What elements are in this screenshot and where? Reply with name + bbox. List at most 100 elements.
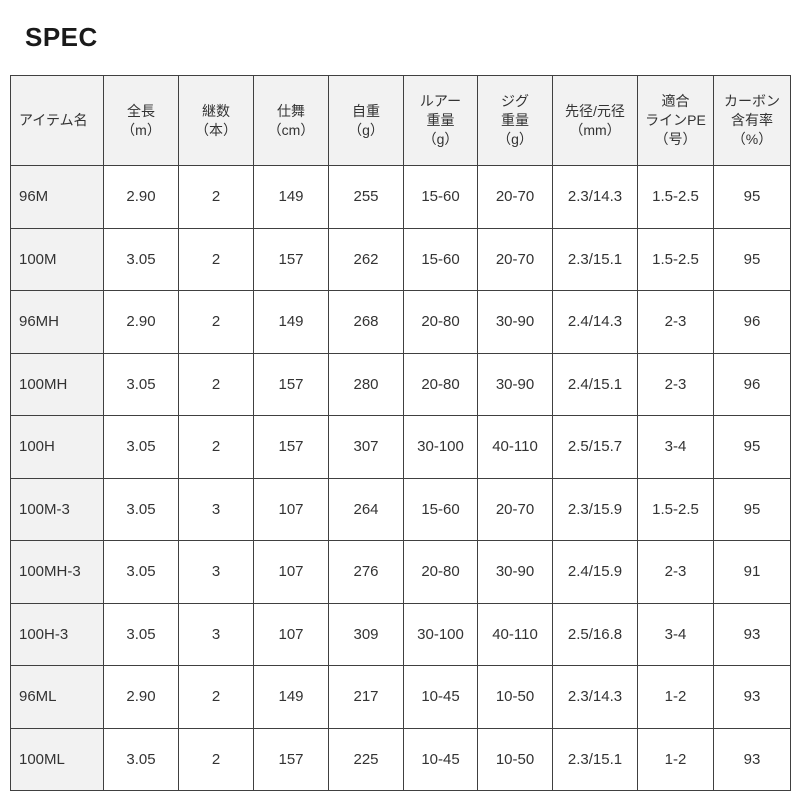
spec-value-cell: 2.4/14.3	[552, 290, 638, 354]
spec-value-cell: 2.90	[103, 665, 179, 729]
spec-value-cell: 2	[178, 727, 254, 791]
spec-value-cell: 268	[328, 290, 404, 354]
spec-value-cell: 15-60	[403, 477, 478, 541]
spec-value-cell: 10-45	[403, 665, 478, 729]
spec-value-cell: 93	[713, 602, 791, 666]
spec-value-cell: 280	[328, 352, 404, 416]
spec-value-cell: 2.90	[103, 290, 179, 354]
spec-value-cell: 96	[713, 352, 791, 416]
spec-value-cell: 10-50	[477, 727, 553, 791]
item-name-cell: 96M	[10, 165, 104, 229]
spec-value-cell: 107	[253, 477, 329, 541]
column-header: 適合 ラインPE （号）	[637, 75, 714, 166]
spec-value-cell: 157	[253, 415, 329, 479]
spec-value-cell: 3.05	[103, 602, 179, 666]
spec-value-cell: 309	[328, 602, 404, 666]
spec-value-cell: 93	[713, 727, 791, 791]
table-row: 100H-3 3.05 3 107 309 30-100 40-110 2.5/16.8 3-4…	[10, 602, 791, 666]
spec-value-cell: 95	[713, 165, 791, 229]
spec-value-cell: 91	[713, 540, 791, 604]
spec-value-cell: 107	[253, 540, 329, 604]
table-row: 96MH 2.90 2 149 268 20-80 30-90 2.4/14.3 2-3 96	[10, 290, 791, 354]
spec-value-cell: 15-60	[403, 165, 478, 229]
spec-value-cell: 307	[328, 415, 404, 479]
item-name-cell: 100M	[10, 227, 104, 291]
table-row: 100ML 3.05 2 157 225 10-45 10-50 2.3/15.1 1-2 93	[10, 727, 791, 791]
spec-value-cell: 95	[713, 477, 791, 541]
spec-value-cell: 2.3/14.3	[552, 165, 638, 229]
spec-value-cell: 96	[713, 290, 791, 354]
spec-value-cell: 95	[713, 227, 791, 291]
spec-value-cell: 149	[253, 665, 329, 729]
column-header: 継数 （本）	[178, 75, 254, 166]
spec-value-cell: 2.3/15.1	[552, 727, 638, 791]
spec-value-cell: 3.05	[103, 227, 179, 291]
table-row: 100M 3.05 2 157 262 15-60 20-70 2.3/15.1 1.5-2.5…	[10, 227, 791, 291]
spec-value-cell: 3	[178, 477, 254, 541]
spec-value-cell: 2.3/15.9	[552, 477, 638, 541]
column-header: 仕舞 （cm）	[253, 75, 329, 166]
spec-value-cell: 10-45	[403, 727, 478, 791]
column-header: ルアー 重量 （g）	[403, 75, 478, 166]
spec-value-cell: 264	[328, 477, 404, 541]
spec-value-cell: 40-110	[477, 415, 553, 479]
column-header: カーボン 含有率 （%）	[713, 75, 791, 166]
spec-table: アイテム名 全長 （m） 継数 （本） 仕舞 （cm） 自重 （g） ルアー 重量 （g）…	[10, 75, 791, 791]
spec-value-cell: 30-90	[477, 352, 553, 416]
spec-table-header: アイテム名 全長 （m） 継数 （本） 仕舞 （cm） 自重 （g） ルアー 重量 （g）…	[10, 75, 791, 166]
spec-value-cell: 2	[178, 227, 254, 291]
table-row: 100MH 3.05 2 157 280 20-80 30-90 2.4/15.1 2-3 96	[10, 352, 791, 416]
spec-value-cell: 3.05	[103, 352, 179, 416]
spec-value-cell: 20-70	[477, 165, 553, 229]
spec-value-cell: 1-2	[637, 727, 714, 791]
header-row: アイテム名 全長 （m） 継数 （本） 仕舞 （cm） 自重 （g） ルアー 重量 （g）…	[10, 75, 791, 166]
spec-value-cell: 2-3	[637, 540, 714, 604]
spec-value-cell: 3	[178, 540, 254, 604]
spec-value-cell: 20-80	[403, 352, 478, 416]
item-name-cell: 100MH-3	[10, 540, 104, 604]
spec-value-cell: 20-80	[403, 290, 478, 354]
item-name-cell: 100H-3	[10, 602, 104, 666]
spec-value-cell: 2-3	[637, 290, 714, 354]
spec-value-cell: 2.5/15.7	[552, 415, 638, 479]
column-header: ジグ 重量 （g）	[477, 75, 553, 166]
item-name-cell: 100M-3	[10, 477, 104, 541]
item-name-cell: 100H	[10, 415, 104, 479]
spec-value-cell: 20-70	[477, 227, 553, 291]
column-header: 自重 （g）	[328, 75, 404, 166]
spec-value-cell: 3.05	[103, 540, 179, 604]
spec-value-cell: 30-90	[477, 290, 553, 354]
spec-value-cell: 3.05	[103, 727, 179, 791]
spec-value-cell: 217	[328, 665, 404, 729]
spec-value-cell: 149	[253, 290, 329, 354]
spec-value-cell: 15-60	[403, 227, 478, 291]
spec-value-cell: 107	[253, 602, 329, 666]
spec-value-cell: 2	[178, 165, 254, 229]
page-title: SPEC	[25, 22, 98, 52]
spec-value-cell: 2	[178, 352, 254, 416]
table-row: 100M-3 3.05 3 107 264 15-60 20-70 2.3/15.9 1.5-2…	[10, 477, 791, 541]
spec-value-cell: 157	[253, 227, 329, 291]
spec-value-cell: 157	[253, 727, 329, 791]
spec-value-cell: 30-100	[403, 602, 478, 666]
spec-table-body: 96M 2.90 2 149 255 15-60 20-70 2.3/14.3 1.5-2.5 9…	[10, 165, 791, 791]
spec-value-cell: 40-110	[477, 602, 553, 666]
spec-value-cell: 255	[328, 165, 404, 229]
table-row: 96M 2.90 2 149 255 15-60 20-70 2.3/14.3 1.5-2.5 9…	[10, 165, 791, 229]
spec-value-cell: 149	[253, 165, 329, 229]
spec-value-cell: 2	[178, 665, 254, 729]
spec-value-cell: 3.05	[103, 415, 179, 479]
spec-value-cell: 20-70	[477, 477, 553, 541]
spec-value-cell: 2	[178, 415, 254, 479]
item-name-cell: 100MH	[10, 352, 104, 416]
spec-value-cell: 157	[253, 352, 329, 416]
item-name-cell: 96MH	[10, 290, 104, 354]
spec-value-cell: 2.4/15.1	[552, 352, 638, 416]
spec-value-cell: 1.5-2.5	[637, 165, 714, 229]
spec-value-cell: 30-100	[403, 415, 478, 479]
column-header: 全長 （m）	[103, 75, 179, 166]
spec-value-cell: 1-2	[637, 665, 714, 729]
spec-value-cell: 95	[713, 415, 791, 479]
spec-value-cell: 3.05	[103, 477, 179, 541]
spec-value-cell: 3-4	[637, 415, 714, 479]
